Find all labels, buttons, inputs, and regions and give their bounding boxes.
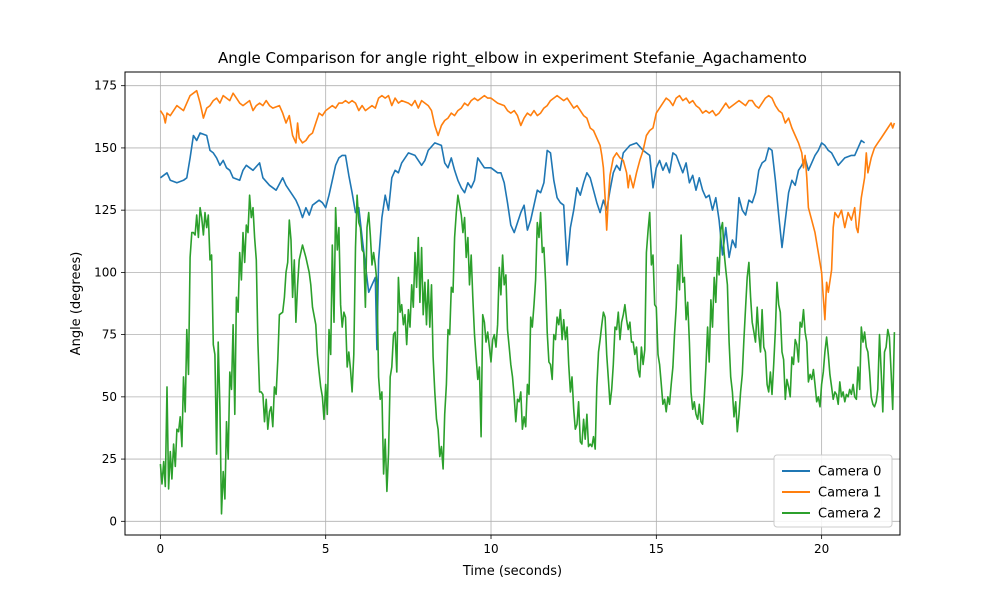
legend-label: Camera 1 [818,486,881,501]
x-tick-label: 5 [322,542,330,556]
y-tick-label: 50 [102,390,117,404]
legend: Camera 0 Camera 1 Camera 2 [773,454,893,528]
y-axis-label: Angle (degrees) [69,252,84,356]
y-tick-label: 150 [94,141,117,155]
series-line-camera-2 [159,194,896,515]
x-axis-label: Time (seconds) [462,564,562,579]
axis-ticks: 0 5 10 15 20 0 25 50 75 100 125 150 175 [94,79,829,556]
y-tick-label: 125 [94,203,117,217]
x-tick-label: 20 [814,542,829,556]
series-layer [159,89,896,515]
series-line-camera-1 [159,89,896,321]
legend-label: Camera 2 [818,507,881,522]
y-tick-label: 25 [102,452,117,466]
y-tick-label: 175 [94,79,117,93]
legend-label: Camera 0 [818,465,881,480]
x-tick-label: 0 [157,542,165,556]
y-tick-label: 100 [94,265,117,279]
chart-title: Angle Comparison for angle right_elbow i… [218,49,807,68]
series-line-camera-0 [159,132,866,351]
y-tick-label: 75 [102,328,117,342]
grid-lines [125,72,900,535]
y-tick-label: 0 [109,514,117,528]
legend-box [773,454,893,528]
x-tick-label: 15 [649,542,664,556]
x-tick-label: 10 [483,542,498,556]
plot-frame [124,71,901,536]
